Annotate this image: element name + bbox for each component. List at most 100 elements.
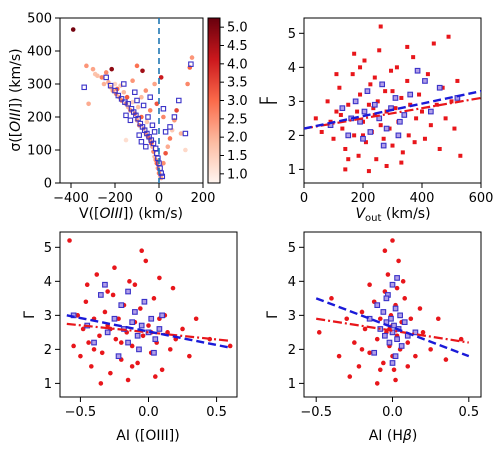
panel4-marks [315, 238, 470, 386]
square-point [134, 97, 140, 104]
red-point [362, 58, 367, 63]
red-point [362, 326, 368, 332]
panel1-x-tick-label: −200 [97, 191, 133, 206]
blue-point [125, 288, 131, 295]
red-point [346, 102, 351, 107]
red-point [437, 146, 442, 151]
gamma-point [139, 94, 144, 100]
gamma-point [112, 81, 118, 87]
red-point [129, 364, 135, 369]
colorbar-label: Γ [258, 97, 274, 105]
red-point [385, 272, 391, 277]
red-point [151, 296, 157, 301]
red-point [382, 248, 388, 254]
red-point [446, 34, 451, 39]
red-point [390, 143, 395, 148]
square-point [147, 94, 153, 100]
red-point [346, 157, 351, 162]
red-point [180, 326, 185, 332]
red-point [389, 68, 394, 73]
red-point [356, 153, 361, 158]
red-point [118, 340, 124, 345]
panel2-x-tick-label: 400 [410, 191, 435, 206]
red-point [75, 313, 80, 318]
panel3-y-tick-label: 1 [44, 377, 52, 392]
red-point [368, 82, 373, 87]
square-point [103, 74, 109, 81]
red-point [405, 364, 411, 369]
square-point [123, 112, 129, 119]
blue-point [352, 98, 359, 105]
blue-point [364, 88, 371, 94]
blue-point [97, 292, 104, 298]
gamma-point [143, 88, 149, 93]
red-point [381, 360, 386, 366]
red-point [434, 102, 439, 107]
red-point [343, 146, 348, 151]
square-point [151, 129, 158, 135]
panel1-y-tick-label: 500 [27, 12, 52, 27]
panel3-marks [66, 238, 233, 386]
blue-point [388, 315, 394, 322]
gamma-point [103, 70, 109, 75]
panel2-y-tick-label: 5 [288, 27, 296, 42]
red-point [227, 343, 233, 349]
red-point [359, 347, 365, 352]
panel1-y-tick-label: 300 [27, 78, 52, 93]
panel3-y-tick-label: 3 [44, 309, 52, 324]
red-point [440, 85, 445, 90]
blue-fit-line [315, 297, 470, 358]
panel2-x-tick-label: 600 [469, 191, 494, 206]
panel4-xlabel: AI (Hβ) [369, 428, 418, 444]
red-point [449, 99, 454, 104]
gamma-point [189, 55, 195, 60]
blue-point [152, 336, 159, 343]
panel1-y-tick-label: 0 [44, 177, 52, 192]
red-point [408, 102, 413, 107]
panel3-y-tick-label: 5 [44, 241, 52, 256]
red-point [420, 330, 426, 335]
panel4-y-tick-label: 5 [288, 241, 296, 256]
gamma-point [70, 27, 76, 32]
red-point [343, 167, 348, 172]
panel1-frame [59, 17, 204, 184]
panel-gamma-ai-hbeta: −0.5 0.0 0.5 1 2 3 4 5 AI (Hβ) Γ [265, 231, 482, 444]
red-point [108, 370, 113, 376]
colorbar-tick-label: 2.5 [227, 112, 248, 127]
red-point [383, 89, 388, 94]
gamma-point [165, 144, 171, 149]
red-point [331, 136, 336, 141]
red-point [105, 289, 110, 294]
red-point [374, 157, 379, 162]
panel4-y-tick-label: 1 [288, 377, 296, 392]
square-point [125, 101, 131, 107]
square-point [182, 130, 189, 137]
red-point [390, 238, 395, 243]
red-point [127, 279, 132, 284]
red-point [378, 123, 383, 128]
red-point [399, 95, 404, 100]
blue-point [422, 78, 428, 84]
panel2-frame [303, 17, 482, 184]
panel3-ylabel: Γ [22, 311, 38, 319]
red-point [393, 377, 398, 383]
blue-point [141, 298, 148, 305]
panel2-ticks: 0 200 400 600 1 2 3 4 5 [288, 27, 494, 206]
red-point [443, 116, 448, 121]
red-point [325, 99, 330, 104]
gamma-point [161, 160, 166, 166]
red-point [458, 336, 464, 342]
square-point [121, 81, 127, 87]
blue-point [380, 142, 387, 149]
red-point [381, 136, 386, 141]
blue-point [91, 339, 97, 346]
red-point [91, 347, 97, 352]
blue-point [401, 319, 408, 326]
gamma-point [95, 73, 100, 79]
colorbar-tick-label: 3.5 [227, 76, 248, 91]
red-point [372, 112, 377, 117]
blue-point [156, 326, 163, 332]
blue-point [104, 329, 111, 336]
red-point [377, 316, 383, 322]
red-point [135, 360, 140, 366]
